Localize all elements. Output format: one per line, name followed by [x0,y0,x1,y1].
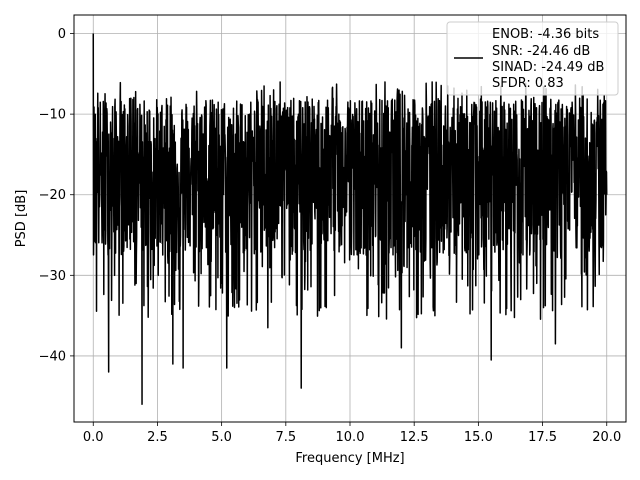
x-tick-label: 7.5 [275,430,296,445]
y-tick-label: −10 [39,108,66,123]
y-tick-label: −40 [39,349,66,364]
x-tick-label: 12.5 [400,430,429,445]
y-tick-label: −20 [39,188,66,203]
legend-box [446,21,619,96]
x-tick-label: 17.5 [528,430,557,445]
x-tick-label: 2.5 [147,430,168,445]
x-axis-label: Frequency [MHz] [295,451,404,466]
legend-snr: SNR: -24.46 dB [492,44,590,59]
y-tick-label: −30 [39,269,66,284]
y-axis-ticks: 0 −10 −20 −30 −40 [39,27,74,364]
x-tick-label: 20.0 [592,430,621,445]
legend-enob: ENOB: -4.36 bits [492,27,599,42]
plot-area [92,33,608,406]
legend-sfdr: SFDR: 0.83 [492,76,564,91]
x-axis-ticks: 0.0 2.5 5.0 7.5 10.0 12.5 15.0 17.5 20.0 [83,422,621,445]
x-tick-label: 0.0 [83,430,104,445]
y-axis-label: PSD [dB] [14,190,29,248]
x-tick-label: 10.0 [336,430,365,445]
y-tick-label: 0 [58,27,66,42]
legend-sinad: SINAD: -24.49 dB [492,60,604,75]
x-tick-label: 5.0 [211,430,232,445]
psd-series-line [92,33,608,406]
x-tick-label: 15.0 [464,430,493,445]
legend: ENOB: -4.36 bits SNR: -24.46 dB SINAD: -… [446,21,619,96]
